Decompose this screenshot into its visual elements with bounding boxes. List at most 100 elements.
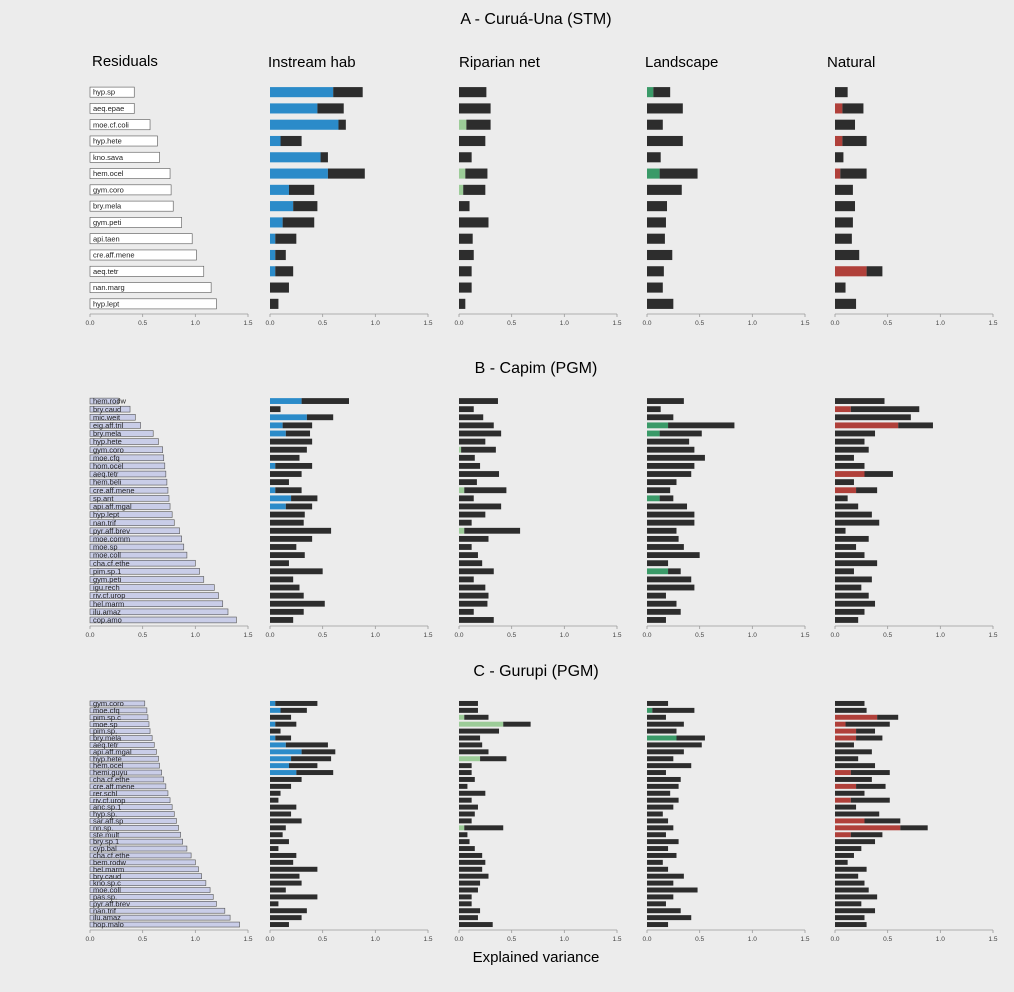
natural-shared-bar [835,617,859,623]
natural-shared-bar [835,503,859,510]
instream-unique-bar [270,462,276,469]
natural-shared-bar [864,471,893,477]
riparian-unique-bar [459,168,466,179]
panel-c-title: C - Gurupi (PGM) [473,663,598,680]
instream-shared-bar [296,770,334,776]
landscape-shared-bar [647,922,669,928]
panel-b-title: B - Capim (PGM) [475,360,598,377]
instream-unique-bar [270,103,318,114]
residual-bar [89,592,219,599]
instream-shared-bar [270,887,286,893]
residual-bar [89,707,148,714]
residual-bar [89,119,151,131]
natural-shared-bar [835,915,865,921]
natural-unique-bar [835,721,846,727]
riparian-shared-bar [459,608,474,615]
natural-shared-bar [835,217,853,228]
riparian-shared-bar [459,901,472,907]
riparian-shared-bar [459,700,478,706]
natural-unique-bar [835,818,865,824]
species-label: rer.schl [93,789,118,798]
x-tick-label: 1.0 [748,320,757,327]
natural-unique-bar [835,168,841,179]
instream-shared-bar [270,560,289,567]
residual-bar [89,405,131,413]
landscape-shared-bar [647,462,695,469]
instream-shared-bar [270,728,281,734]
instream-shared-bar [285,742,328,748]
instream-unique-bar [270,152,321,163]
instream-shared-bar [338,119,346,130]
natural-shared-bar [856,487,878,494]
natural-shared-bar [856,728,876,734]
riparian-shared-bar [459,811,475,817]
riparian-shared-bar [464,714,489,720]
instream-shared-bar [270,568,323,575]
instream-shared-bar [270,576,294,583]
instream-shared-bar [275,487,302,494]
species-label: cyp.bal [93,844,117,853]
instream-unique-bar [270,422,283,429]
natural-shared-bar [835,700,865,706]
instream-shared-bar [270,454,300,461]
instream-unique-bar [270,119,339,130]
x-tick-label: 0.0 [454,632,463,639]
x-tick-label: 0.5 [883,632,892,639]
landscape-shared-bar [676,735,705,741]
riparian-shared-bar [459,471,500,477]
x-tick-label: 1.5 [423,320,432,327]
instream-unique-bar [270,430,286,437]
species-label: hel.marm [93,865,124,874]
natural-shared-bar [835,560,878,567]
natural-shared-bar [850,832,883,838]
x-tick-label: 1.0 [371,632,380,639]
species-label: hem.beli [93,478,122,487]
instream-shared-bar [270,471,302,477]
species-label: bry.sp.1 [93,837,119,846]
residual-bar [89,422,141,429]
instream-shared-bar [270,511,305,518]
residual-bar [89,804,173,810]
residual-bar [89,866,199,873]
instream-shared-bar [275,266,294,277]
riparian-shared-bar [459,544,472,550]
landscape-shared-bar [647,135,683,147]
x-tick-label: 0.5 [695,936,704,943]
residual-bar [89,825,179,831]
riparian-shared-bar [459,735,481,741]
landscape-shared-bar [668,422,735,429]
residual-bar [89,519,175,526]
instream-shared-bar [270,915,302,921]
x-tick-label: 0.0 [830,320,839,327]
x-tick-label: 1.5 [612,632,621,639]
natural-shared-bar [845,721,890,727]
residual-bar [89,783,167,790]
instream-shared-bar [270,438,313,445]
landscape-shared-bar [647,576,692,583]
residual-bar [89,901,217,907]
col-title-riparian: Riparian net [459,54,541,71]
x-tick-label: 0.0 [454,936,463,943]
natural-shared-bar [835,535,869,542]
natural-shared-bar [835,184,853,195]
x-tick-label: 0.5 [883,320,892,327]
instream-shared-bar [270,908,307,914]
natural-shared-bar [835,804,857,810]
natural-shared-bar [850,797,890,803]
natural-shared-bar [835,87,848,98]
species-label: sp.ant [93,494,114,503]
instream-shared-bar [270,600,325,607]
landscape-shared-bar [659,430,702,437]
x-tick-label: 0.0 [830,936,839,943]
riparian-shared-bar [459,600,488,607]
residual-bar [89,233,193,245]
species-label: hyp.lept [93,510,120,519]
landscape-unique-bar [647,707,653,713]
riparian-shared-bar [459,770,472,776]
riparian-shared-bar [459,866,483,872]
instream-shared-bar [270,832,283,838]
riparian-shared-bar [459,511,486,518]
instream-shared-bar [270,922,289,928]
landscape-shared-bar [647,749,684,755]
riparian-shared-bar [459,592,489,599]
